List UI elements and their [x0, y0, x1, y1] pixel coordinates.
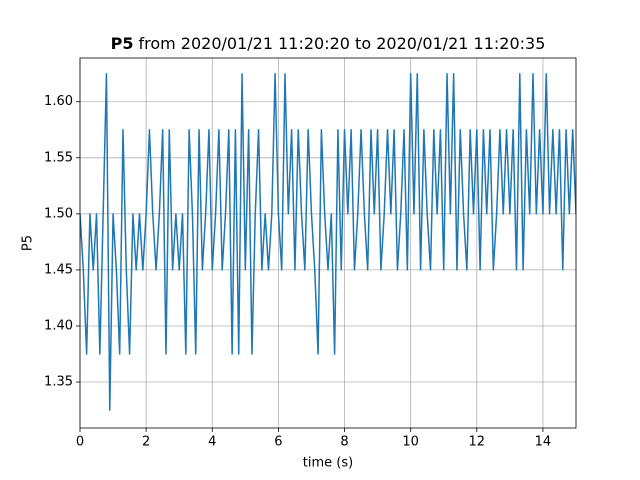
y-tick-label: 1.50	[44, 206, 73, 221]
title-bold: P5	[111, 34, 134, 53]
x-tick-label: 0	[76, 435, 84, 450]
y-tick-label: 1.55	[44, 150, 73, 165]
y-axis-label: P5	[21, 235, 36, 251]
y-tick-label: 1.35	[44, 375, 73, 390]
chart-title: P5 from 2020/01/21 11:20:20 to 2020/01/21…	[111, 34, 546, 53]
x-tick-label: 6	[274, 435, 282, 450]
x-axis-label: time (s)	[303, 456, 353, 471]
x-tick-label: 12	[469, 435, 486, 450]
y-tick-label: 1.40	[44, 318, 73, 333]
axes-frame	[79, 57, 577, 429]
data-line	[80, 72, 576, 411]
x-tick-label: 2	[142, 435, 150, 450]
x-tick-label: 10	[402, 435, 419, 450]
x-tick-label: 4	[208, 435, 216, 450]
y-tick-label: 1.60	[44, 94, 73, 109]
y-tick-label: 1.45	[44, 262, 73, 277]
x-tick-label: 14	[535, 435, 552, 450]
x-tick-label: 8	[340, 435, 348, 450]
title-text: from 2020/01/21 11:20:20 to 2020/01/21 1…	[138, 34, 545, 53]
